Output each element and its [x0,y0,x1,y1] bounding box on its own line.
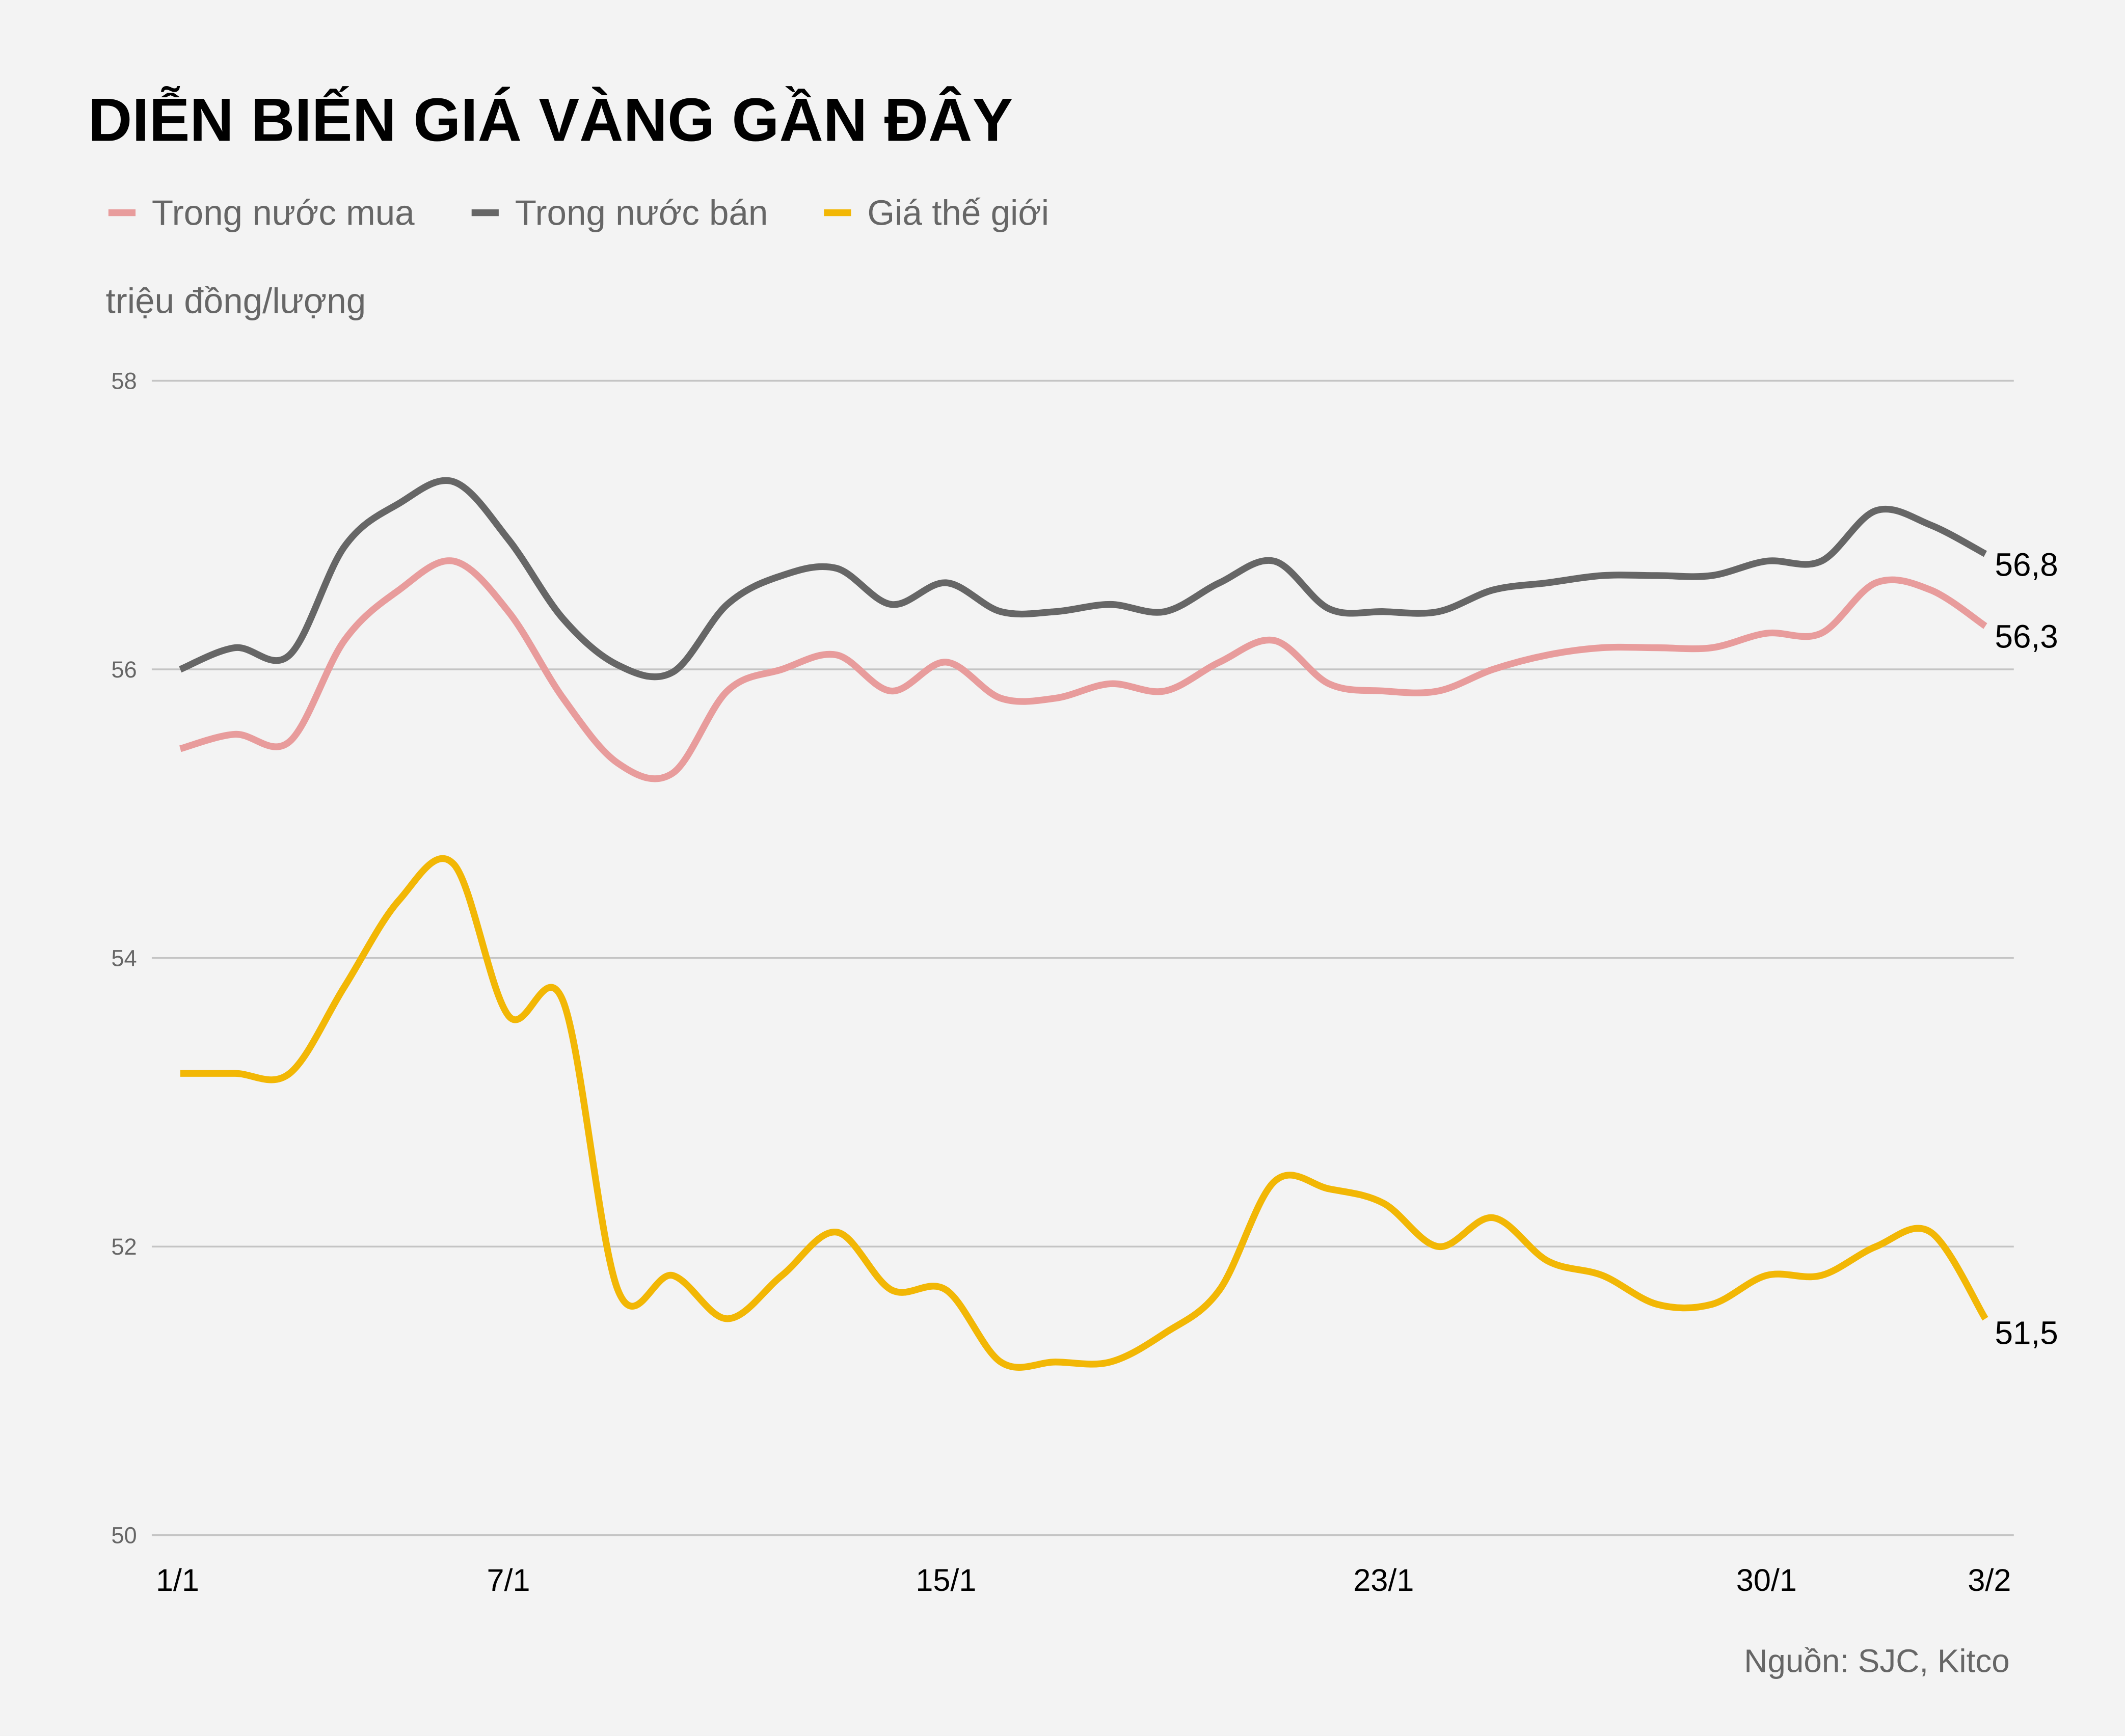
end-labels: 56,3 56,8 51,5 [1995,547,2058,1351]
end-value-label: 51,5 [1995,1315,2058,1351]
x-tick-label: 1/1 [156,1563,199,1597]
y-tick-label: 54 [111,945,137,971]
series-line-0 [179,557,1987,782]
series-lines [179,477,1988,1371]
legend-item-label: Trong nước mua [152,193,415,233]
series-line-2 [180,855,1988,1371]
end-value-label: 56,8 [1995,547,2058,583]
legend-item-label: Giá thế giới [867,193,1049,233]
x-tick-label: 7/1 [487,1563,530,1597]
end-value-label: 56,3 [1995,618,2058,655]
x-tick-label: 30/1 [1736,1563,1797,1597]
y-tick-label: 52 [111,1234,137,1260]
y-axis-ticks: 50 52 54 56 58 [111,368,137,1548]
source-note: Nguồn: SJC, Kitco [1744,1642,2010,1679]
gridlines [151,379,2014,1536]
y-tick-label: 50 [111,1523,137,1549]
legend-item-label: Trong nước bán [515,193,768,233]
x-tick-label: 23/1 [1353,1563,1414,1597]
y-tick-label: 56 [111,657,137,683]
chart-title: DIỄN BIẾN GIÁ VÀNG GẦN ĐÂY [88,86,1013,154]
series-line-1 [179,477,1987,681]
x-tick-label: 15/1 [916,1563,976,1597]
legend: Trong nước mua Trong nước bán Giá thế giới [108,193,1049,233]
y-tick-label: 58 [111,368,137,394]
x-tick-label: 3/2 [1968,1563,2011,1597]
y-axis-unit-label: triệu đồng/lượng [105,281,366,320]
x-axis-ticks: 1/1 7/1 15/1 23/1 30/1 3/2 [156,1563,2011,1597]
